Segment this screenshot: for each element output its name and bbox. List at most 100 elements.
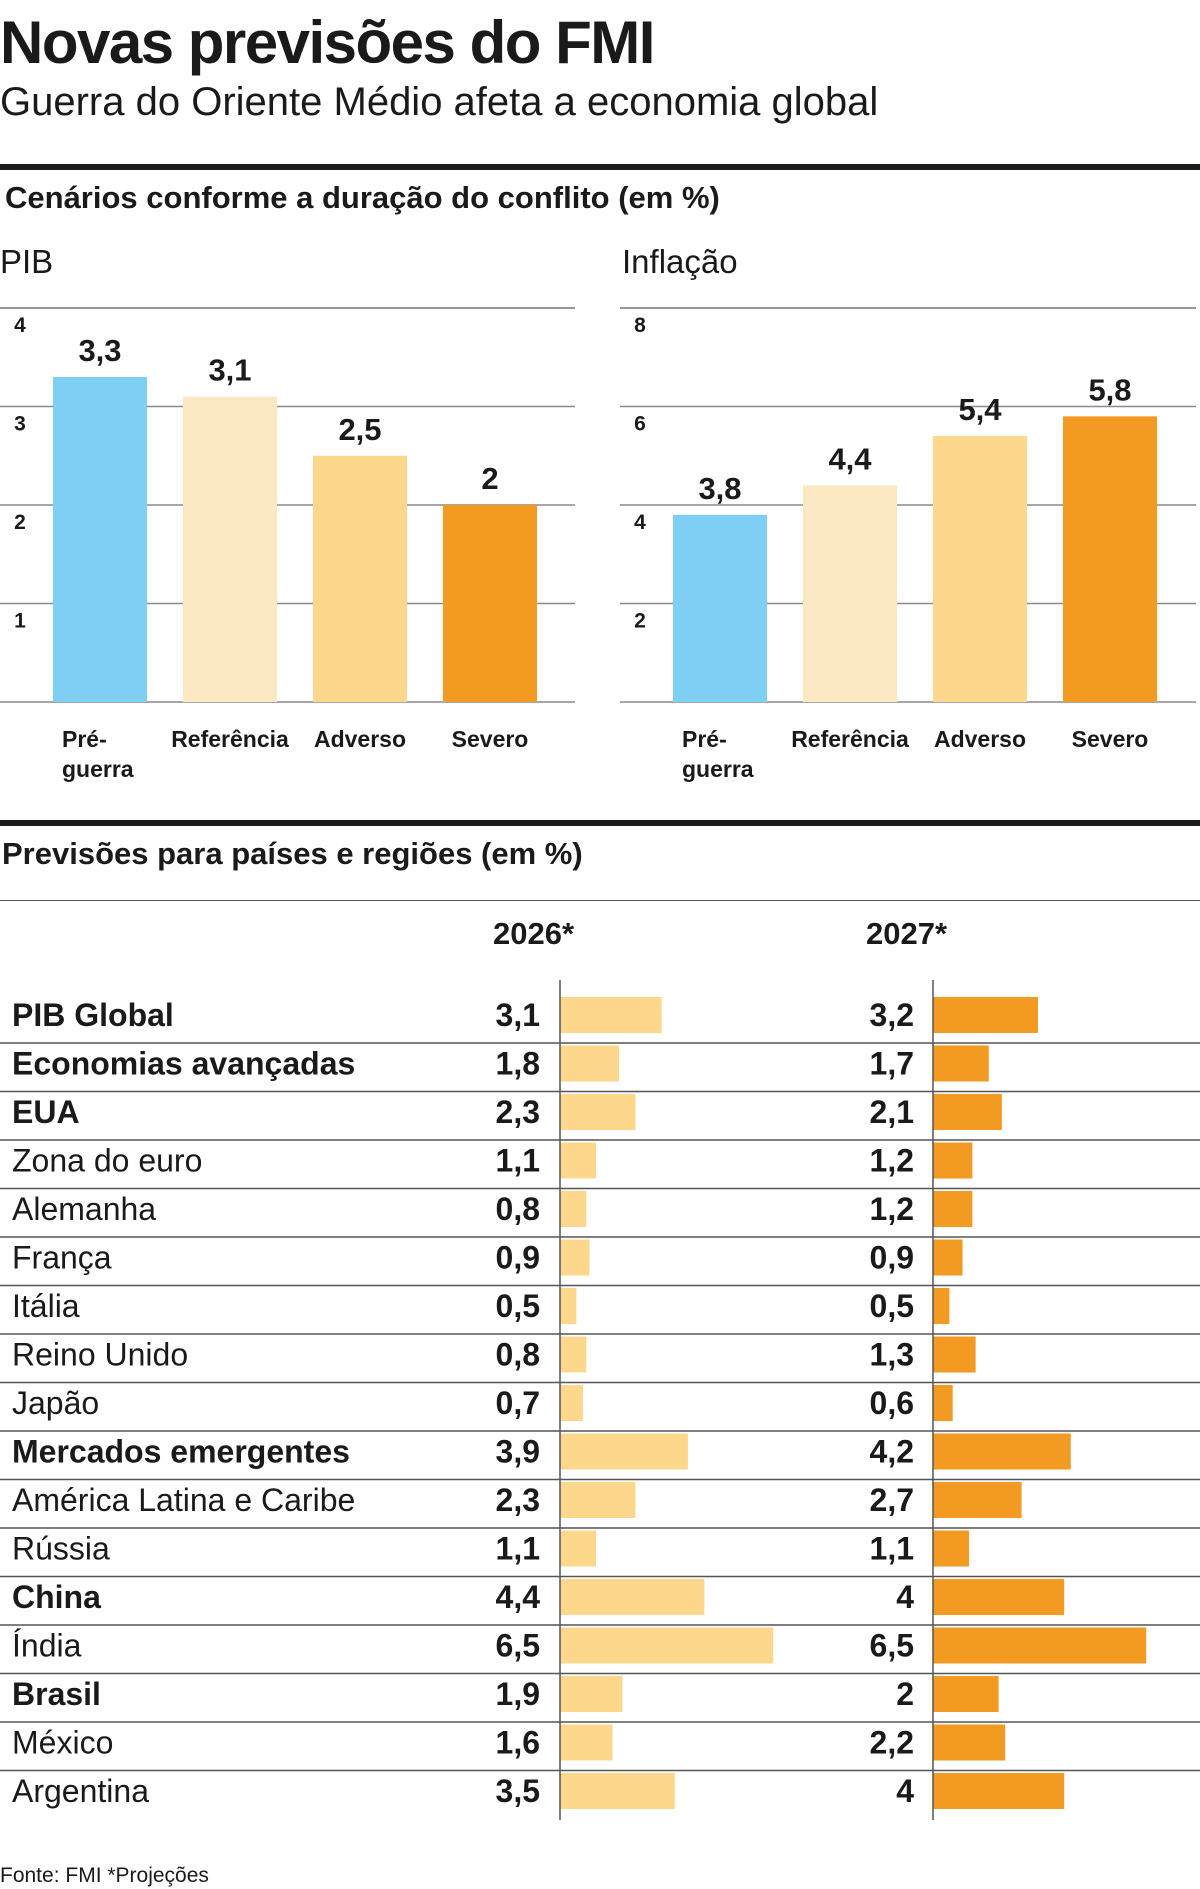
table-row: América Latina e Caribe 2,3 2,7 [12, 1482, 1022, 1518]
bar-referencia [183, 396, 277, 702]
table-row: EUA 2,3 2,1 [12, 1094, 1002, 1130]
value-2026: 1,9 [496, 1676, 540, 1712]
value-2027: 4 [896, 1773, 914, 1809]
data-label: 2 [481, 461, 498, 496]
table-row: Índia 6,5 6,5 [12, 1627, 1147, 1664]
table-row: Economias avançadas 1,8 1,7 [12, 1045, 989, 1082]
row-label-argentina: Argentina [12, 1773, 149, 1809]
bar-2027 [933, 1142, 973, 1179]
bar-2027 [933, 1045, 989, 1082]
value-2027: 1,2 [870, 1143, 914, 1179]
page-subtitle: Guerra do Oriente Médio afeta a economia… [0, 80, 879, 124]
x-tick-label: Referência [171, 726, 289, 752]
table-row: Alemanha 0,8 1,2 [12, 1191, 973, 1227]
value-2027: 1,3 [870, 1337, 914, 1373]
value-2026: 0,9 [496, 1240, 540, 1276]
data-label: 5,8 [1088, 372, 1131, 407]
bar-severo [443, 505, 537, 702]
bar-2027 [933, 997, 1038, 1033]
row-label-mexico: México [12, 1725, 113, 1761]
table-row: Rússia 1,1 1,1 [12, 1530, 970, 1567]
value-2027: 4 [896, 1579, 914, 1615]
bar-2027 [933, 1530, 970, 1567]
bar-2027 [933, 1288, 950, 1324]
bar-2027 [933, 1627, 1147, 1664]
y-tick-label: 6 [634, 413, 646, 436]
row-label-america-latina-e-caribe: América Latina e Caribe [12, 1482, 355, 1518]
bar-pre-guerra [673, 514, 767, 702]
table-row: Argentina 3,5 4 [12, 1773, 1065, 1809]
bar-2026 [560, 1045, 620, 1082]
forecast-table: PIB Global 3,1 3,2 Economias avançadas 1,8 1,… [0, 980, 1200, 1820]
data-label: 3,3 [78, 333, 121, 368]
x-tick-label: Pré-guerra [62, 726, 134, 782]
row-label-mercados-emergentes: Mercados emergentes [12, 1434, 350, 1470]
value-2026: 2,3 [496, 1094, 540, 1130]
row-label-india: Índia [12, 1628, 82, 1664]
bar-2027 [933, 1094, 1002, 1130]
value-2026: 2,3 [496, 1482, 540, 1518]
page-title: Novas previsões do FMI [0, 9, 655, 76]
x-tick-label: Severo [1072, 726, 1149, 752]
row-label-eua: EUA [12, 1094, 80, 1130]
bar-severo [1063, 416, 1157, 702]
bar-2026 [560, 997, 662, 1033]
bar-2027 [933, 1336, 976, 1373]
x-tick-label-line: Adverso [934, 726, 1026, 752]
value-2026: 6,5 [496, 1628, 540, 1664]
value-2026: 3,9 [496, 1434, 540, 1470]
x-tick-label: Adverso [314, 726, 406, 752]
value-2026: 3,1 [496, 997, 540, 1033]
table-row: Reino Unido 0,8 1,3 [12, 1336, 976, 1373]
x-tick-label-line: Referência [171, 726, 289, 752]
table-row: Zona do euro 1,1 1,2 [12, 1142, 973, 1179]
bar-2026 [560, 1191, 587, 1227]
value-2027: 2 [896, 1676, 914, 1712]
bar-2027 [933, 1385, 953, 1421]
section-divider [0, 164, 1200, 170]
bar-2026 [560, 1142, 597, 1179]
x-tick-label-line: Severo [452, 726, 529, 752]
value-2026: 1,1 [496, 1143, 540, 1179]
data-label: 2,5 [338, 412, 381, 447]
x-tick-label: Pré-guerra [682, 726, 754, 782]
x-tick-label: Severo [452, 726, 529, 752]
pib-bar-chart: 1 2 3 4 3,3 Pré-guerra 3,1 Referência 2,5 Adverso… [0, 307, 575, 782]
value-2026: 0,8 [496, 1191, 540, 1227]
row-label-zona-do-euro: Zona do euro [12, 1143, 202, 1179]
bar-2026 [560, 1336, 587, 1373]
x-tick-label-line: Severo [1072, 726, 1149, 752]
y-tick-label: 4 [14, 314, 26, 337]
inflation-bar-chart: 2 4 6 8 3,8 Pré-guerra 4,4 Referência 5,4 Adverso… [620, 307, 1196, 782]
bar-2026 [560, 1676, 623, 1712]
x-tick-label: Adverso [934, 726, 1026, 752]
table-row: Brasil 1,9 2 [12, 1676, 999, 1712]
bar-adverso [933, 436, 1027, 702]
bar-2026 [560, 1239, 590, 1276]
bar-2027 [933, 1239, 963, 1276]
x-tick-label: Referência [791, 726, 909, 752]
bar-2026 [560, 1433, 688, 1470]
section-divider [0, 820, 1200, 826]
table-row: França 0,9 0,9 [12, 1239, 963, 1276]
bar-2027 [933, 1433, 1071, 1470]
x-tick-label-line: Pré- [62, 726, 107, 752]
table-row: Mercados emergentes 3,9 4,2 [12, 1433, 1071, 1470]
value-2026: 0,7 [496, 1385, 540, 1421]
column-header-2026: 2026* [493, 916, 575, 951]
y-tick-label: 1 [14, 610, 26, 633]
value-2027: 4,2 [870, 1434, 914, 1470]
table-row: China 4,4 4 [12, 1579, 1065, 1615]
value-2026: 1,1 [496, 1531, 540, 1567]
value-2026: 4,4 [496, 1579, 541, 1615]
y-tick-label: 2 [14, 511, 26, 534]
row-label-russia: Rússia [12, 1531, 110, 1567]
chart-subtitle-pib: PIB [0, 243, 54, 280]
table-row: Japão 0,7 0,6 [12, 1385, 953, 1421]
bar-2026 [560, 1773, 675, 1809]
row-label-japao: Japão [12, 1385, 99, 1421]
value-2026: 1,6 [496, 1725, 540, 1761]
table-top-rule [0, 900, 1200, 901]
bar-referencia [803, 485, 897, 702]
bar-2027 [933, 1579, 1065, 1615]
